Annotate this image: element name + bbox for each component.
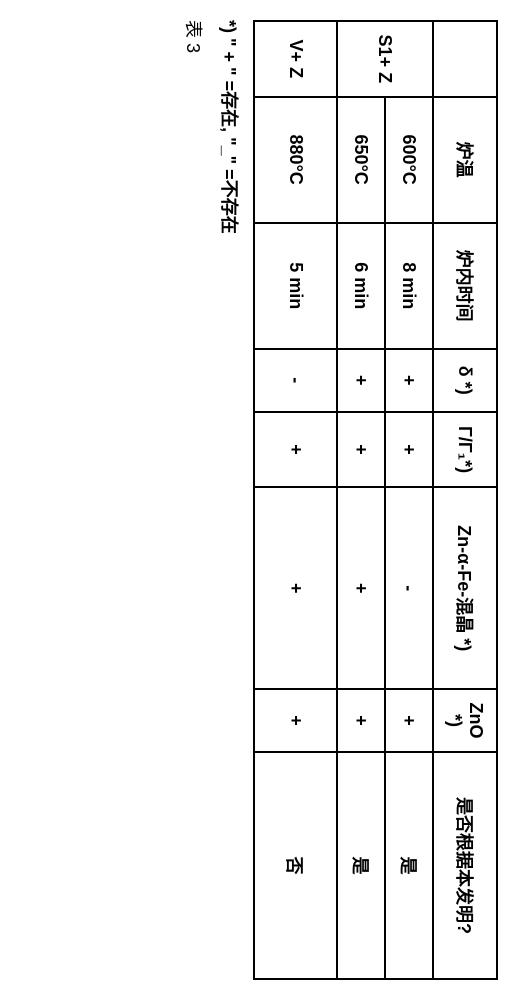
cell-inv: 是 bbox=[385, 752, 433, 979]
cell-gamma: + bbox=[254, 412, 337, 488]
cell-time: 5 min bbox=[254, 223, 337, 349]
cell-zn: - bbox=[385, 487, 433, 689]
table-number: 表 3 bbox=[181, 20, 207, 980]
header-time: 炉内时间 bbox=[433, 223, 497, 349]
header-gamma: Γ/Γ₁*) bbox=[433, 412, 497, 488]
header-delta: δ *) bbox=[433, 349, 497, 412]
cell-delta: + bbox=[337, 349, 385, 412]
table-row: V+ Z 880°C 5 min - + + + 否 bbox=[254, 21, 337, 979]
cell-zno: + bbox=[385, 689, 433, 752]
cell-zno: + bbox=[254, 689, 337, 752]
group-cell: V+ Z bbox=[254, 21, 337, 97]
table-row: 650°C 6 min + + + + 是 bbox=[337, 21, 385, 979]
cell-zn: + bbox=[337, 487, 385, 689]
cell-gamma: + bbox=[337, 412, 385, 488]
cell-temp: 600°C bbox=[385, 97, 433, 223]
header-inv: 是否根据本发明? bbox=[433, 752, 497, 979]
header-blank bbox=[433, 21, 497, 97]
cell-zno: + bbox=[337, 689, 385, 752]
cell-delta: - bbox=[254, 349, 337, 412]
header-zn: Zn-α-Fe-混晶 *) bbox=[433, 487, 497, 689]
table-header-row: 炉温 炉内时间 δ *) Γ/Γ₁*) Zn-α-Fe-混晶 *) ZnO *)… bbox=[433, 21, 497, 979]
cell-time: 6 min bbox=[337, 223, 385, 349]
cell-gamma: + bbox=[385, 412, 433, 488]
table-body: S1+ Z 600°C 8 min + + - + 是 650°C 6 min … bbox=[254, 21, 433, 979]
group-cell: S1+ Z bbox=[337, 21, 433, 97]
table-row: S1+ Z 600°C 8 min + + - + 是 bbox=[385, 21, 433, 979]
cell-temp: 650°C bbox=[337, 97, 385, 223]
cell-delta: + bbox=[385, 349, 433, 412]
header-temp: 炉温 bbox=[433, 97, 497, 223]
cell-time: 8 min bbox=[385, 223, 433, 349]
cell-zn: + bbox=[254, 487, 337, 689]
cell-inv: 否 bbox=[254, 752, 337, 979]
data-table: 炉温 炉内时间 δ *) Γ/Γ₁*) Zn-α-Fe-混晶 *) ZnO *)… bbox=[253, 20, 498, 980]
cell-temp: 880°C bbox=[254, 97, 337, 223]
header-zno: ZnO *) bbox=[433, 689, 497, 752]
footnote-text: *) " + " =存在, "_" =不存在 bbox=[217, 20, 243, 980]
cell-inv: 是 bbox=[337, 752, 385, 979]
